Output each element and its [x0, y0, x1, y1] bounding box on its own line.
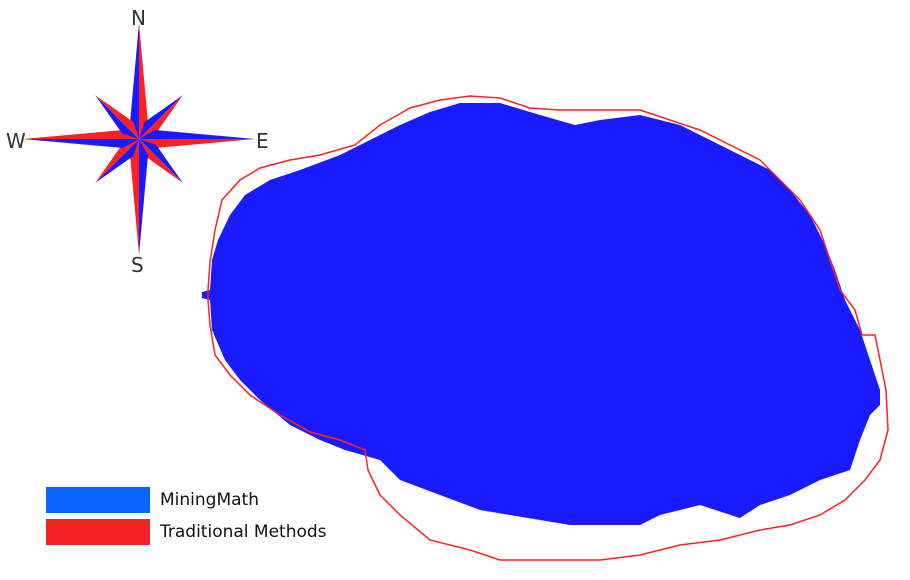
mining-math-pit-area: [202, 103, 880, 525]
compass-point-southeast: [139, 139, 183, 183]
compass-point-west: [23, 130, 139, 139]
compass-point-south: [139, 139, 148, 255]
legend-item-traditional-methods: Traditional Methods: [46, 516, 327, 548]
legend-item-mining-math: MiningMath: [46, 484, 327, 516]
legend-swatch-blue: [46, 487, 150, 513]
compass-point-east: [139, 139, 255, 148]
compass-point-north: [130, 23, 139, 139]
legend-label: MiningMath: [160, 490, 259, 510]
compass-east-label: E: [256, 129, 269, 153]
compass-point-north: [139, 23, 148, 139]
compass-point-northeast: [139, 95, 183, 139]
compass-point-southwest: [95, 139, 139, 183]
legend: MiningMath Traditional Methods: [46, 484, 327, 548]
compass-west-label: W: [6, 129, 26, 153]
compass-point-northwest: [95, 95, 139, 139]
compass-rose: N S E W: [6, 6, 269, 277]
traditional-methods-pit-outline: [207, 95, 889, 561]
legend-swatch-red: [46, 519, 150, 545]
compass-point-south: [130, 139, 139, 255]
compass-north-label: N: [131, 6, 146, 30]
legend-label: Traditional Methods: [160, 522, 327, 542]
compass-point-east: [139, 130, 255, 139]
compass-south-label: S: [131, 253, 144, 277]
compass-point-west: [23, 139, 139, 148]
